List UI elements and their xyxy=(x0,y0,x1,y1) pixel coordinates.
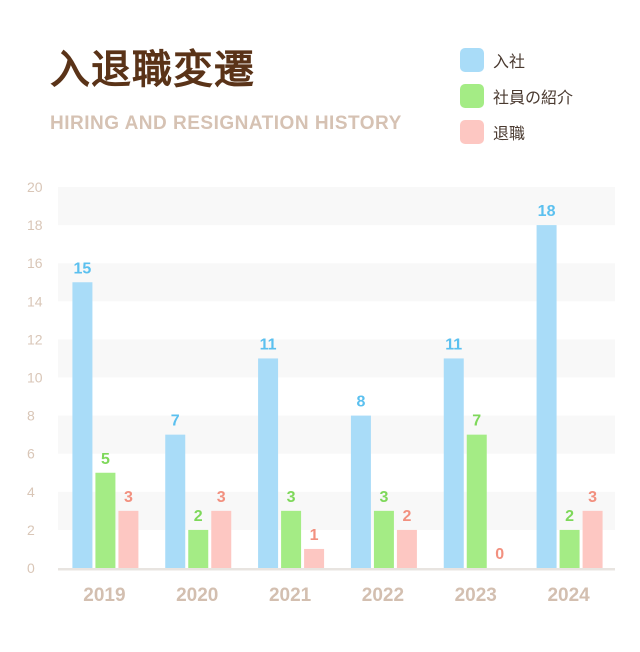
grid-band xyxy=(58,263,615,302)
y-tick-label: 0 xyxy=(27,560,35,576)
value-label: 7 xyxy=(171,413,180,430)
value-label: 2 xyxy=(565,508,574,525)
grid-band xyxy=(58,491,615,530)
bar xyxy=(582,510,603,568)
bar xyxy=(118,510,139,568)
legend-item-hired: 入社 xyxy=(460,48,573,72)
y-tick-label: 6 xyxy=(27,446,35,462)
bar xyxy=(165,434,186,568)
bar xyxy=(373,510,394,568)
value-label: 1 xyxy=(310,527,319,544)
value-label: 5 xyxy=(101,451,110,468)
legend-swatch-hired xyxy=(460,48,484,72)
bar xyxy=(350,415,371,568)
value-label: 7 xyxy=(472,413,481,430)
bar xyxy=(95,472,116,568)
bar xyxy=(188,529,209,568)
value-label: 11 xyxy=(260,336,277,353)
y-tick-label: 8 xyxy=(27,408,35,424)
x-axis-line xyxy=(58,568,615,571)
value-label: 15 xyxy=(74,260,92,277)
bar xyxy=(466,434,487,568)
value-label: 2 xyxy=(194,508,203,525)
x-tick-label: 2020 xyxy=(176,585,218,606)
bar xyxy=(281,510,302,568)
grid-band xyxy=(58,187,615,226)
legend-item-referral: 社員の紹介 xyxy=(460,84,573,108)
x-tick-label: 2022 xyxy=(362,585,404,606)
grid-band xyxy=(58,339,615,378)
value-label: 3 xyxy=(287,489,296,506)
x-tick-label: 2024 xyxy=(547,585,590,606)
bar xyxy=(304,548,325,568)
bar xyxy=(443,358,464,568)
legend: 入社 社員の紹介 退職 xyxy=(460,48,573,156)
y-tick-label: 18 xyxy=(27,217,43,233)
bar xyxy=(396,529,417,568)
legend-label-referral: 社員の紹介 xyxy=(493,88,574,107)
y-tick-label: 20 xyxy=(27,179,43,195)
bar xyxy=(559,529,580,568)
bar xyxy=(211,510,232,568)
x-tick-label: 2019 xyxy=(83,585,125,606)
grid-band xyxy=(58,415,615,454)
legend-label-hired: 入社 xyxy=(493,52,526,71)
legend-swatch-referral xyxy=(460,84,484,108)
value-label: 3 xyxy=(217,489,226,506)
y-tick-label: 12 xyxy=(27,331,43,347)
y-tick-label: 14 xyxy=(27,293,43,309)
value-label: 18 xyxy=(538,203,556,220)
x-tick-label: 2023 xyxy=(455,585,497,606)
value-label: 8 xyxy=(356,394,365,411)
legend-label-resigned: 退職 xyxy=(493,124,526,143)
value-label: 3 xyxy=(379,489,388,506)
bar xyxy=(536,225,557,568)
chart-subtitle: HIRING AND RESIGNATION HISTORY xyxy=(50,113,402,134)
value-label: 3 xyxy=(124,489,133,506)
value-label: 2 xyxy=(402,508,411,525)
y-tick-label: 16 xyxy=(27,255,43,271)
y-tick-label: 4 xyxy=(27,484,35,500)
y-tick-label: 2 xyxy=(27,522,35,538)
value-label: 3 xyxy=(588,489,597,506)
legend-swatch-resigned xyxy=(460,120,484,144)
chart-title: 入退職変遷 xyxy=(50,47,255,93)
x-tick-label: 2021 xyxy=(269,585,312,606)
value-label: 11 xyxy=(445,336,462,353)
legend-item-resigned: 退職 xyxy=(460,120,573,144)
value-label: 0 xyxy=(495,546,504,563)
bar xyxy=(258,358,279,568)
y-tick-label: 10 xyxy=(27,370,43,386)
bar xyxy=(72,282,93,568)
